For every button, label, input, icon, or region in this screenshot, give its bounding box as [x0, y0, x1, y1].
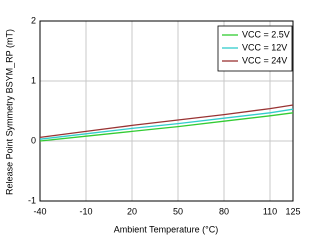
y-tick-label: 1 — [31, 75, 36, 85]
x-tick-label: 50 — [173, 206, 183, 216]
y-tick-label: 2 — [31, 15, 36, 25]
y-tick-label: 0 — [31, 135, 36, 145]
data-line — [39, 108, 294, 140]
x-tick-label: -40 — [33, 206, 46, 216]
x-tick-label: -10 — [79, 206, 92, 216]
legend-label: VCC = 2.5V — [242, 29, 290, 39]
y-axis-label: Release Point Symmetry BSYM_RP (mT) — [4, 29, 14, 195]
y-tick-label: -1 — [28, 195, 36, 205]
x-tick-label: 80 — [219, 206, 229, 216]
plot-frame — [39, 20, 294, 202]
legend-label: VCC = 12V — [242, 42, 287, 52]
legend-label: VCC = 24V — [242, 55, 287, 65]
data-line — [39, 104, 294, 139]
x-tick-label: 20 — [127, 206, 137, 216]
data-line — [39, 112, 294, 142]
x-tick-label: 110 — [263, 206, 277, 216]
x-axis-label: Ambient Temperature (°C) — [114, 224, 218, 234]
x-tick-label: 125 — [285, 206, 300, 216]
